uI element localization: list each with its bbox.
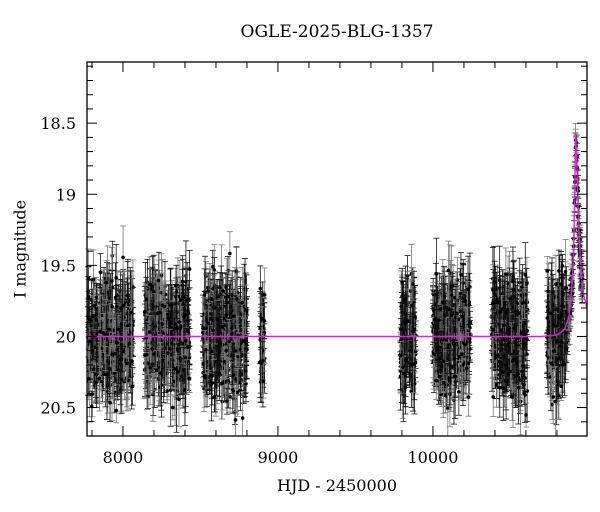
- axis-ticks: [87, 62, 587, 437]
- plot-frame: [86, 61, 588, 437]
- chart-title: OGLE-2025-BLG-1357: [240, 22, 434, 42]
- x-axis-label: HJD - 2450000: [276, 476, 398, 495]
- data-points: [85, 123, 586, 436]
- model-curve: [87, 133, 588, 338]
